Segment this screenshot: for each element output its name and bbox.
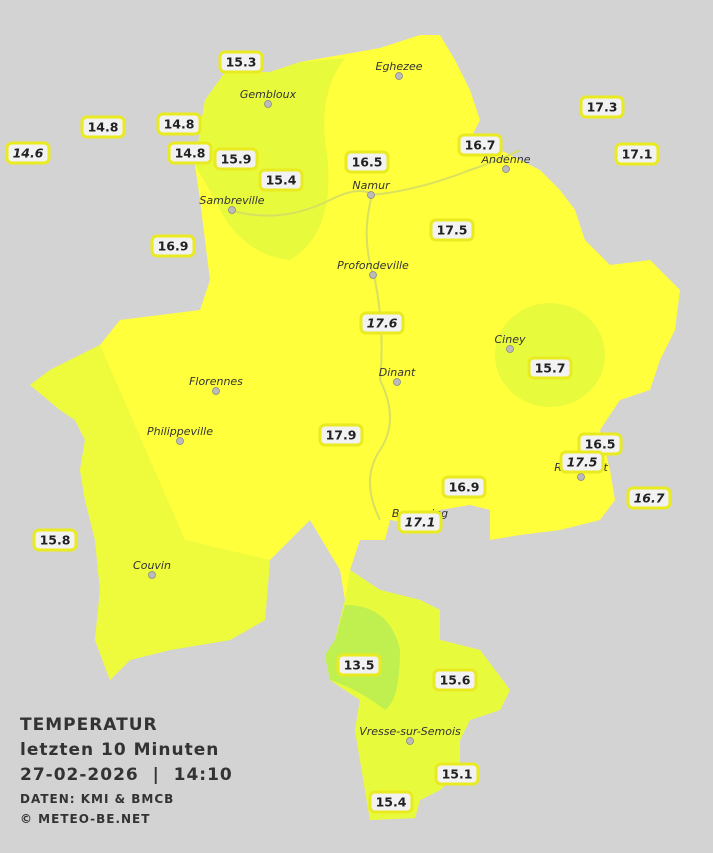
station-box <box>527 356 573 380</box>
station-value: 14.6 <box>13 146 44 161</box>
city-name: Gembloux <box>240 88 297 101</box>
station-box <box>457 133 503 157</box>
station-box <box>156 112 202 136</box>
station-box <box>559 450 605 474</box>
city-name: Vresse-sur-Semois <box>359 725 461 738</box>
city-dot <box>502 165 510 173</box>
station-box <box>429 218 475 242</box>
station-value: 14.8 <box>175 146 206 161</box>
station-box <box>359 311 405 335</box>
station-box <box>441 475 487 499</box>
station-box <box>318 423 364 447</box>
station-box <box>432 668 478 692</box>
city-dot <box>393 378 401 386</box>
copyright: © METEO-BE.NET <box>20 812 150 826</box>
city-dot <box>212 387 220 395</box>
station-value: 17.3 <box>587 100 618 115</box>
city-name: Profondeville <box>337 259 409 272</box>
city-name: Eghezee <box>376 60 423 73</box>
station-box <box>626 486 672 510</box>
station-value: 17.6 <box>367 316 398 331</box>
station-value: 15.8 <box>40 533 71 548</box>
station-box <box>5 141 51 165</box>
zone-ciney <box>495 303 605 407</box>
station-value: 16.9 <box>158 239 189 254</box>
station-value: 17.1 <box>405 515 436 530</box>
station-value: 16.5 <box>585 437 616 452</box>
station-box <box>397 510 443 534</box>
station-box <box>213 147 259 171</box>
station-value: 13.5 <box>344 658 375 673</box>
city-dot <box>264 100 272 108</box>
city-name: Couvin <box>133 559 171 572</box>
station-value: 15.4 <box>266 173 297 188</box>
city-dot <box>395 72 403 80</box>
city-dot <box>406 737 414 745</box>
station-value: 16.9 <box>449 480 480 495</box>
station-box <box>336 653 382 677</box>
station-box <box>80 115 126 139</box>
city-dot <box>367 191 375 199</box>
station-box <box>368 790 414 814</box>
station-box <box>434 762 480 786</box>
city-name: Sambreville <box>199 194 264 207</box>
station-value: 17.5 <box>437 223 468 238</box>
station-value: 14.8 <box>164 117 195 132</box>
station-box <box>150 234 196 258</box>
station-value: 15.7 <box>535 361 566 376</box>
city-dot <box>577 473 585 481</box>
city-name: Florennes <box>189 375 243 388</box>
city-name: Dinant <box>379 366 416 379</box>
station-value: 15.4 <box>376 795 407 810</box>
city-dot <box>176 437 184 445</box>
title: TEMPERATUR <box>20 715 158 735</box>
station-value: 15.6 <box>440 673 471 688</box>
city-dot <box>369 271 377 279</box>
station-value: 17.5 <box>567 455 598 470</box>
city-dot <box>506 345 514 353</box>
city-name: Philippeville <box>147 425 213 438</box>
station-box <box>579 95 625 119</box>
station-value: 14.8 <box>88 120 119 135</box>
station-value: 15.9 <box>221 152 252 167</box>
subtitle: letzten 10 Minuten <box>20 740 219 760</box>
station-box <box>167 141 213 165</box>
source: DATEN: KMI & BMCB <box>20 792 174 806</box>
station-box <box>344 150 390 174</box>
city-name: Ciney <box>495 333 526 346</box>
station-value: 17.9 <box>326 428 357 443</box>
city-name: Namur <box>352 179 391 192</box>
station-box <box>218 50 264 74</box>
datetime: 27-02-2026 | 14:10 <box>20 765 233 785</box>
station-value: 15.3 <box>226 55 257 70</box>
city-dot <box>148 571 156 579</box>
zone-west <box>30 345 270 680</box>
station-box <box>32 528 78 552</box>
station-box <box>258 168 304 192</box>
station-value: 16.7 <box>634 491 665 506</box>
station-value: 15.1 <box>442 767 473 782</box>
city-dot <box>228 206 236 214</box>
station-value: 16.5 <box>352 155 383 170</box>
station-box <box>614 142 660 166</box>
station-value: 17.1 <box>622 147 653 162</box>
station-value: 16.7 <box>465 138 496 153</box>
